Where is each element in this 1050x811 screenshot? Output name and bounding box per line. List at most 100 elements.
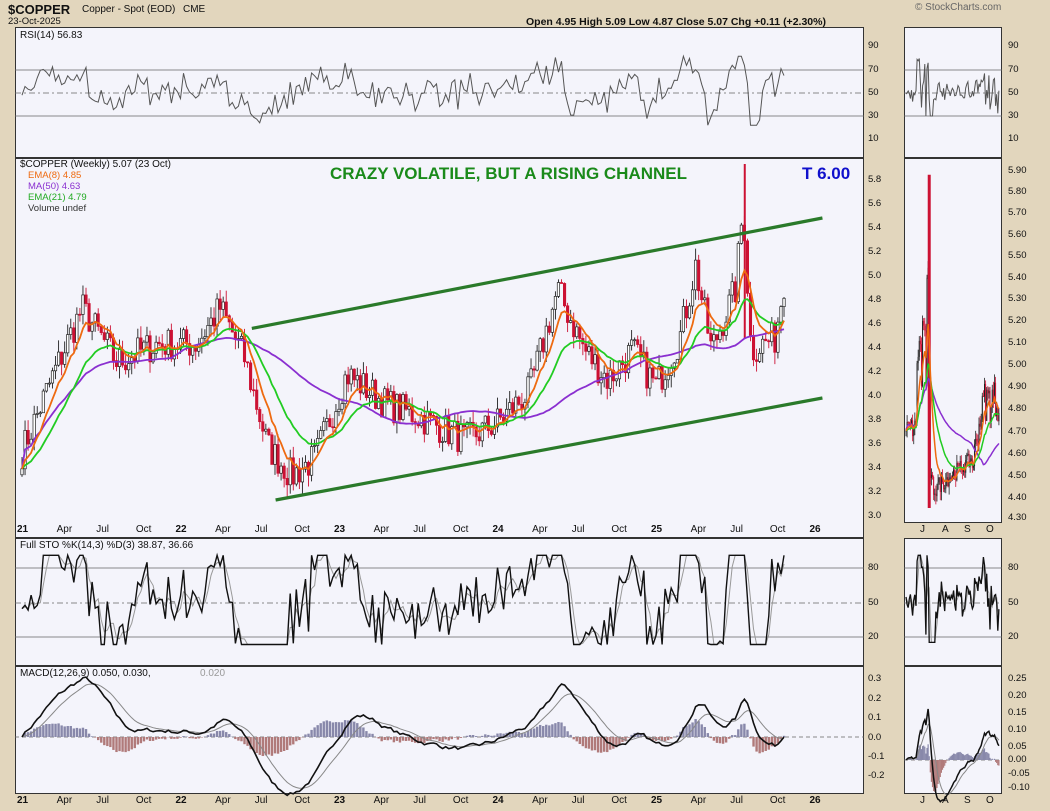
- price-candle: [87, 303, 91, 332]
- daily-macd-hist-bar: [929, 760, 931, 773]
- price-candle: [185, 329, 189, 344]
- x-axis-label: 22: [175, 795, 187, 806]
- x-axis-label-daily: A: [942, 524, 949, 535]
- daily-candle: [951, 475, 953, 479]
- macd-hist-bar: [593, 737, 597, 751]
- macd-hist-bar: [395, 737, 399, 741]
- x-axis-label: Apr: [690, 795, 707, 806]
- macd-hist-bar: [139, 737, 143, 744]
- sto-tick-daily: 50: [1008, 597, 1019, 608]
- price-candle: [380, 398, 384, 418]
- price-candle: [587, 346, 591, 352]
- x-axis-label: Apr: [690, 524, 707, 535]
- x-axis-label: Oct: [452, 524, 469, 535]
- macd-hist-bar: [417, 737, 420, 744]
- macd-hist-bar: [340, 722, 344, 737]
- macd-hist-bar: [724, 737, 728, 743]
- macd-hist-bar: [468, 734, 472, 737]
- price-tick: 5.8: [868, 174, 882, 185]
- macd-hist-bar: [404, 737, 408, 741]
- daily-macd-hist-bar: [937, 760, 939, 784]
- daily-price-tick: 4.50: [1008, 470, 1027, 481]
- macd-hist-bar: [535, 726, 539, 737]
- daily-macd-hist-bar: [989, 757, 991, 760]
- daily-macd-hist-bar: [944, 760, 946, 766]
- daily-candle: [990, 407, 992, 422]
- daily-ema21-line: [905, 363, 999, 470]
- ma50-line: [21, 328, 785, 469]
- price-candle: [532, 368, 536, 371]
- rsi-tick-daily: 50: [1008, 87, 1019, 98]
- macd-hist-bar: [426, 737, 429, 741]
- macd-hist-bar: [197, 737, 200, 739]
- price-candle: [663, 379, 667, 390]
- macd-hist-bar: [32, 728, 36, 737]
- channel-lower: [275, 396, 823, 502]
- daily-candle: [998, 412, 1000, 422]
- price-tick: 3.6: [868, 438, 882, 449]
- macd-tick-daily: 0.15: [1008, 707, 1027, 718]
- price-candle: [261, 421, 265, 432]
- price-candle: [358, 375, 362, 394]
- daily-candle: [984, 383, 986, 397]
- daily-candle: [981, 395, 983, 420]
- price-candle: [712, 334, 716, 342]
- macd-hist-bar: [514, 731, 517, 737]
- macd-hist-bar: [194, 737, 197, 739]
- macd-hist-bar: [69, 726, 72, 737]
- price-candle: [206, 325, 210, 338]
- price-candle: [648, 367, 652, 389]
- macd-hist-bar: [447, 737, 450, 741]
- daily-macd-hist-bar: [972, 757, 975, 760]
- daily-candle: [922, 321, 924, 387]
- macd-hist-bar: [270, 737, 274, 756]
- price-candle: [136, 337, 140, 362]
- daily-macd-hist-bar: [952, 753, 955, 760]
- price-candle: [450, 426, 454, 445]
- price-candle: [627, 345, 631, 374]
- macd-hist-bar: [474, 736, 478, 737]
- price-candle: [672, 362, 676, 369]
- x-axis-label: Apr: [373, 795, 390, 806]
- rsi-tick-daily: 70: [1008, 64, 1019, 75]
- daily-candle: [936, 489, 938, 497]
- price-candle: [733, 281, 737, 303]
- daily-ema8-line: [905, 324, 1000, 483]
- daily-candle: [917, 356, 919, 364]
- daily-macd-hist-bar: [977, 754, 979, 760]
- macd-hist-bar: [557, 722, 560, 737]
- price-tick: 5.0: [868, 270, 882, 281]
- price-candle: [203, 336, 207, 339]
- price-candle: [337, 408, 341, 412]
- price-candle: [294, 467, 298, 485]
- daily-macd-hist-bar: [994, 760, 997, 762]
- rsi-line: [21, 54, 785, 126]
- macd-tick-daily: -0.05: [1008, 768, 1030, 779]
- x-axis-label: 25: [651, 795, 663, 806]
- price-candle: [343, 374, 347, 405]
- macd-hist-bar: [709, 737, 713, 739]
- daily-macd-hist-bar: [919, 744, 921, 760]
- x-axis-label: 23: [334, 795, 346, 806]
- price-candle: [721, 330, 725, 336]
- macd-hist-bar: [685, 725, 688, 737]
- macd-hist-bar: [36, 727, 39, 737]
- price-candle: [233, 331, 237, 339]
- legend-ema8: EMA(8) 4.85: [28, 170, 82, 181]
- price-candle: [508, 402, 512, 410]
- price-tick: 4.2: [868, 366, 882, 377]
- daily-macd-hist-bar: [991, 758, 993, 760]
- daily-candle: [940, 476, 942, 493]
- daily-candle: [954, 469, 956, 478]
- daily-macd-line: [905, 708, 1000, 803]
- macd-label: MACD(12,26,9) 0.050, 0.030,: [20, 668, 151, 679]
- macd-hist-bar: [560, 722, 563, 737]
- daily-candle: [953, 469, 955, 476]
- daily-price-tick: 4.60: [1008, 448, 1027, 459]
- daily-macd-hist-bar: [936, 760, 938, 789]
- macd-hist-bar: [48, 724, 51, 737]
- macd-hist-bar: [157, 737, 161, 739]
- price-candle: [544, 325, 548, 353]
- daily-candle: [958, 465, 960, 467]
- macd-hist-bar: [377, 737, 380, 739]
